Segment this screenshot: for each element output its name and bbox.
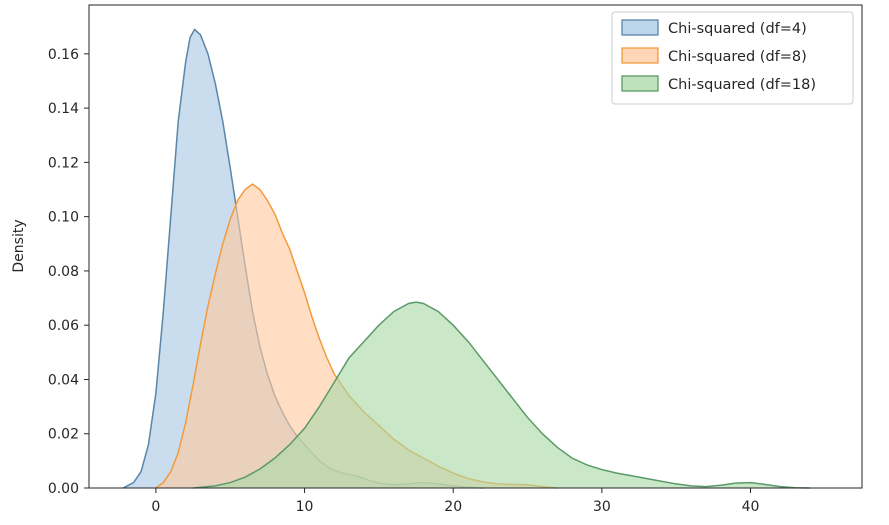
y-axis-label: Density <box>11 219 27 272</box>
density-areas <box>122 28 810 489</box>
y-tick-label: 0.16 <box>48 47 79 63</box>
y-tick-label: 0.12 <box>48 155 79 171</box>
x-tick-label: 0 <box>151 499 160 515</box>
legend-swatch <box>621 75 659 92</box>
x-tick-label: 40 <box>742 499 760 515</box>
legend: Chi-squared (df=4) Chi-squared (df=8) Chi-… <box>611 11 854 105</box>
legend-swatch <box>621 47 659 64</box>
legend-swatch <box>621 19 659 36</box>
plot-frame <box>88 4 863 489</box>
x-tick-label: 10 <box>296 499 314 515</box>
y-tick-label: 0.00 <box>48 481 79 497</box>
legend-label: Chi-squared (df=18) <box>668 77 816 93</box>
legend-label: Chi-squared (df=8) <box>668 49 807 65</box>
legend-box <box>611 11 854 105</box>
density-line-3 <box>192 301 810 489</box>
y-tick-label: 0.04 <box>48 372 79 388</box>
y-tick-label: 0.14 <box>48 101 79 117</box>
x-tick-label: 20 <box>444 499 462 515</box>
y-tick-label: 0.02 <box>48 427 79 443</box>
x-tick-label: 30 <box>593 499 611 515</box>
x-axis: 0 10 20 30 40 <box>151 488 759 515</box>
density-area-2 <box>155 184 558 488</box>
legend-label: Chi-squared (df=4) <box>668 21 807 37</box>
y-tick-label: 0.10 <box>48 210 79 226</box>
y-axis: 0.00 0.02 0.04 0.06 0.08 0.10 0.12 0.14 0.16 <box>48 47 89 497</box>
y-tick-label: 0.06 <box>48 318 79 334</box>
density-area-3 <box>193 302 810 488</box>
y-tick-label: 0.08 <box>48 264 79 280</box>
